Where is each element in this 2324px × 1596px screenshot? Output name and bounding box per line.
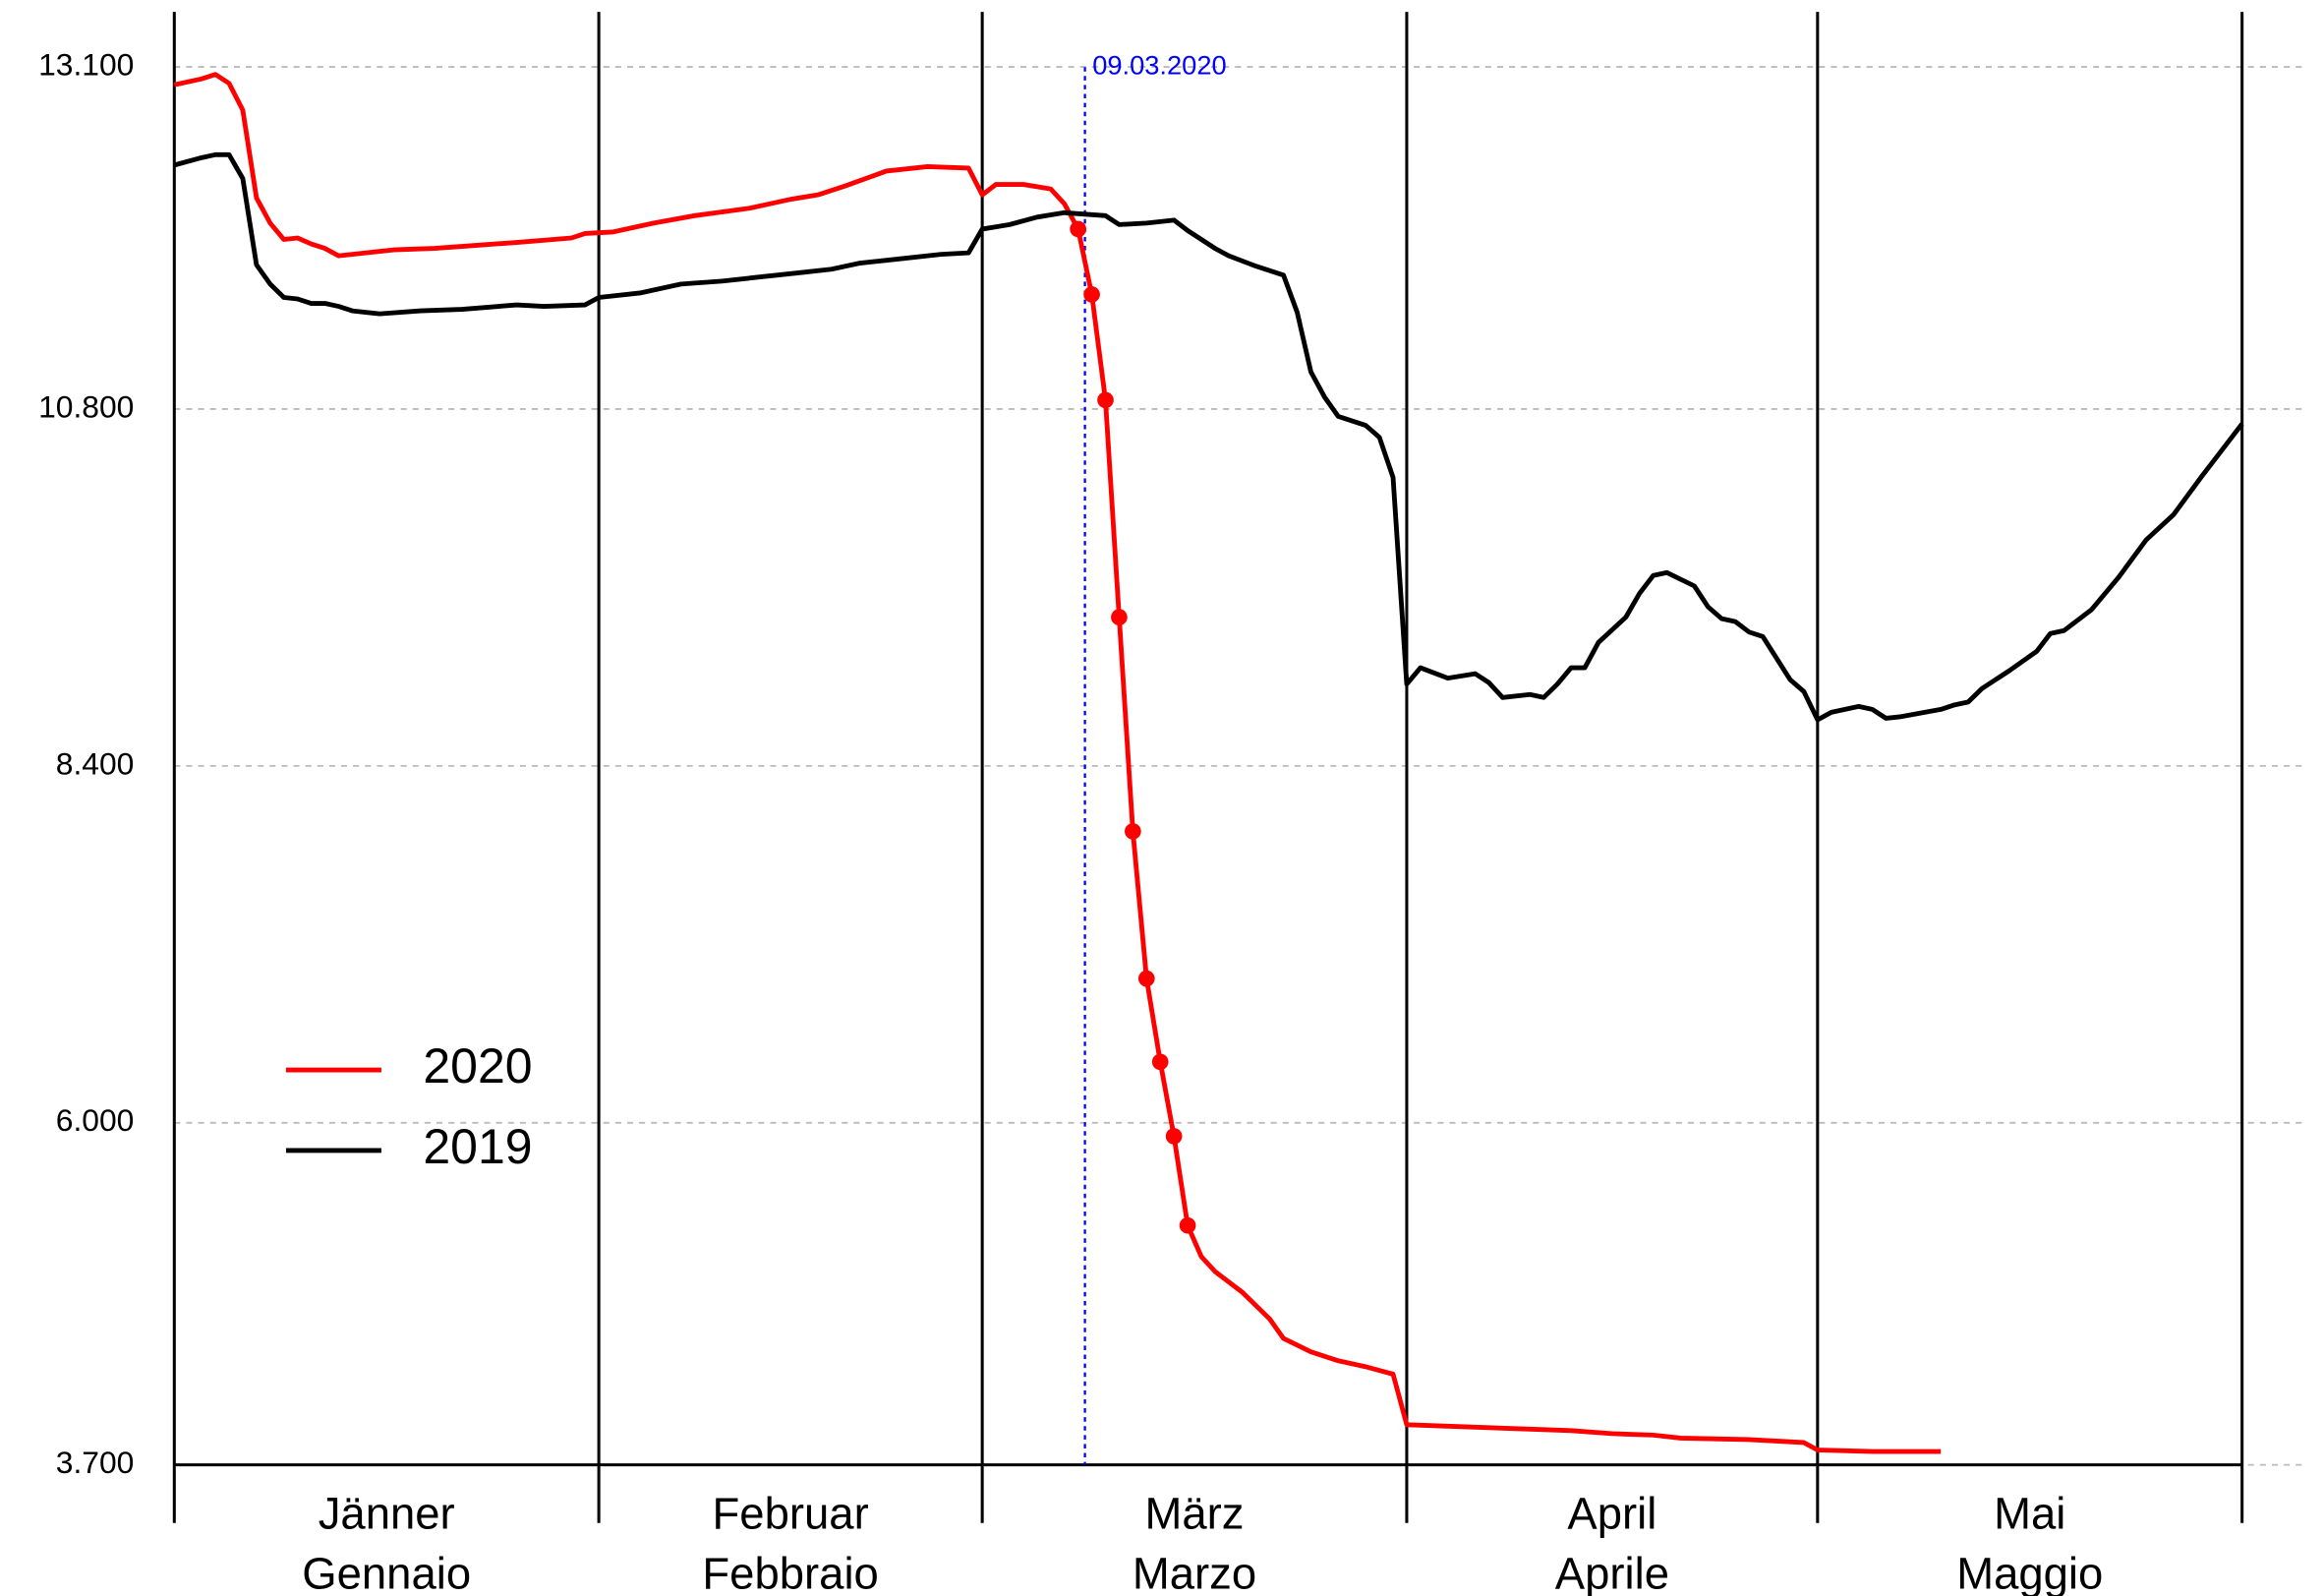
point bbox=[1083, 286, 1100, 303]
point bbox=[1125, 823, 1141, 840]
month-label: Gennaio bbox=[302, 1548, 471, 1596]
point bbox=[1151, 1053, 1169, 1071]
month-label: Maggio bbox=[1956, 1548, 2103, 1596]
month-label: Aprile bbox=[1555, 1548, 1669, 1596]
point bbox=[1179, 1216, 1196, 1234]
point bbox=[1137, 970, 1155, 987]
y-tick-label: 10.800 bbox=[38, 388, 134, 424]
series-line bbox=[173, 151, 2244, 723]
y-tick-label: 6.000 bbox=[56, 1102, 135, 1138]
point bbox=[1165, 1128, 1183, 1145]
annotation-label: 09.03.2020 bbox=[1092, 49, 1226, 80]
point bbox=[1097, 391, 1114, 409]
point bbox=[1111, 609, 1128, 625]
legend-label: 2020 bbox=[423, 1038, 532, 1094]
month-label: Marzo bbox=[1133, 1548, 1256, 1596]
month-label: Februar bbox=[713, 1489, 869, 1539]
point bbox=[1070, 220, 1086, 238]
y-tick-label: 3.700 bbox=[56, 1445, 135, 1480]
month-label: März bbox=[1145, 1489, 1245, 1539]
y-tick-label: 8.400 bbox=[56, 745, 135, 781]
month-label: April bbox=[1567, 1489, 1656, 1539]
month-label: Jänner bbox=[319, 1489, 455, 1539]
legend-label: 2019 bbox=[423, 1119, 532, 1174]
month-label: Febbraio bbox=[702, 1548, 878, 1596]
y-tick-label: 13.100 bbox=[38, 46, 134, 82]
series-line bbox=[173, 72, 1942, 1454]
month-label: Mai bbox=[1994, 1489, 2065, 1539]
